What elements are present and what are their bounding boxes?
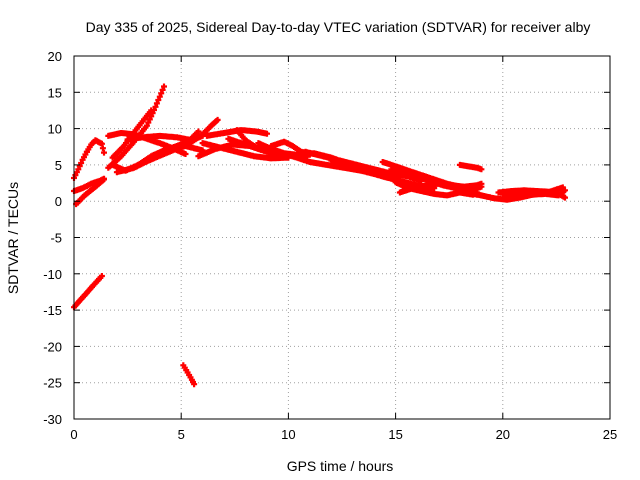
x-tick-label: 25 xyxy=(603,427,617,442)
y-tick-label: -15 xyxy=(43,303,62,318)
y-tick-label: -5 xyxy=(50,231,62,246)
series-arc-32 xyxy=(499,188,568,201)
y-axis-label: SDTVAR / TECUs xyxy=(5,182,21,294)
scatter-marks xyxy=(456,161,485,173)
chart-title: Day 335 of 2025, Sidereal Day-to-day VTE… xyxy=(86,19,591,35)
series-arc-13 xyxy=(135,116,221,168)
series-arc-28 xyxy=(422,173,485,199)
y-tick-label: -10 xyxy=(43,267,62,282)
y-tick-label: -25 xyxy=(43,376,62,391)
series-arc-15 xyxy=(199,140,292,162)
scatter-marks xyxy=(83,137,107,156)
series-arc-16 xyxy=(203,127,270,139)
x-tick-label: 5 xyxy=(178,427,185,442)
scatter-marks xyxy=(203,127,270,139)
y-tick-label: 0 xyxy=(55,194,62,209)
y-tick-label: 5 xyxy=(55,158,62,173)
scatter-marks xyxy=(499,188,568,201)
series-arc-5 xyxy=(71,273,105,311)
y-tick-label: -30 xyxy=(43,412,62,427)
scatter-marks xyxy=(135,116,221,168)
scatter-marks xyxy=(422,173,485,199)
y-tick-label: 15 xyxy=(48,85,62,100)
x-tick-label: 15 xyxy=(388,427,402,442)
y-tick-label: 20 xyxy=(48,49,62,64)
series-arc-2 xyxy=(83,137,107,156)
tick-marks xyxy=(73,55,611,420)
scatter-marks xyxy=(71,273,105,311)
series-arc-29 xyxy=(456,161,485,173)
x-axis-label: GPS time / hours xyxy=(287,458,394,474)
scatter-marks xyxy=(180,362,198,388)
x-tick-label: 0 xyxy=(70,427,77,442)
x-tick-labels: 0 5 10 15 20 25 xyxy=(70,427,617,442)
y-tick-label: 10 xyxy=(48,122,62,137)
series-arc-6 xyxy=(180,362,198,388)
x-tick-label: 10 xyxy=(281,427,295,442)
scatter-marks xyxy=(199,140,292,162)
data-points xyxy=(71,83,568,388)
y-tick-label: -20 xyxy=(43,339,62,354)
x-tick-label: 20 xyxy=(496,427,510,442)
y-tick-labels: -30 -25 -20 -15 -10 -5 0 5 10 15 20 xyxy=(43,49,62,427)
